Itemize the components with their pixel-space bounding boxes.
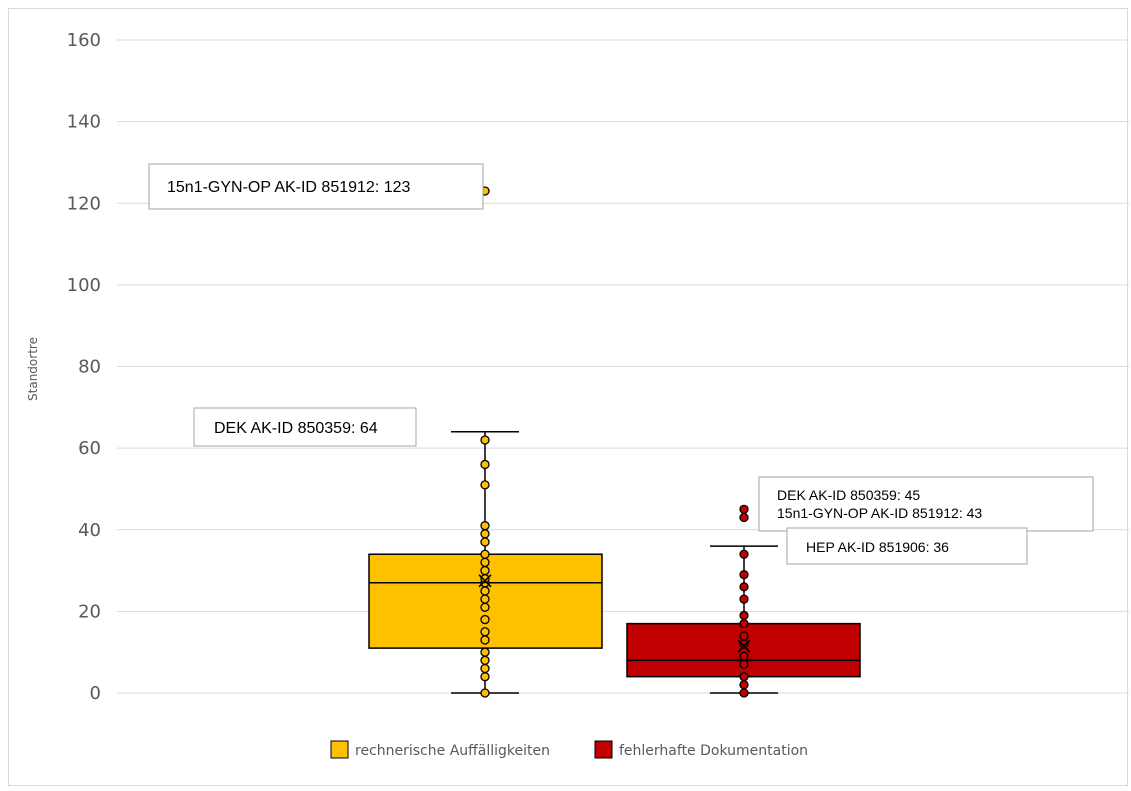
data-point	[480, 663, 490, 674]
callout-box	[193, 407, 417, 447]
y-tick-label: 140	[67, 112, 101, 133]
y-tick-label: 120	[67, 193, 101, 214]
callout: 15n1-GYN-OP AK-ID 851912: 123	[148, 163, 484, 210]
mean-marker	[737, 639, 751, 653]
callouts: 15n1-GYN-OP AK-ID 851912: 123 DEK AK-ID 8…	[148, 163, 1094, 565]
data-point	[480, 557, 490, 568]
legend-item-0: rechnerische Auffälligkeiten	[330, 740, 550, 759]
data-point	[480, 627, 490, 637]
data-point	[480, 459, 490, 470]
callout-label: 15n1-GYN-OP AK-ID 851912: 123	[167, 179, 411, 196]
data-point	[480, 655, 490, 665]
data-point	[480, 435, 490, 445]
data-point	[739, 569, 749, 580]
data-point	[480, 594, 490, 604]
data-point	[739, 594, 749, 604]
callout-label: DEK AK-ID 850359: 45	[777, 487, 920, 503]
gridlines	[117, 39, 1129, 694]
data-point	[739, 618, 749, 629]
data-point	[480, 521, 490, 531]
data-point	[480, 672, 490, 682]
data-point	[739, 631, 749, 641]
legend-label: rechnerische Auffälligkeiten	[355, 743, 550, 759]
data-point	[739, 610, 749, 621]
mean-marker	[478, 574, 492, 588]
chart-frame: 0 20 40 60 80 100 120 140 160 Standortre 15n1-GY…	[8, 8, 1129, 786]
data-point	[739, 672, 749, 682]
data-point	[480, 602, 490, 612]
data-point	[480, 688, 490, 698]
y-tick-label: 100	[67, 275, 101, 296]
data-point	[480, 635, 490, 645]
data-point	[480, 586, 490, 596]
data-point	[480, 549, 490, 559]
data-point	[480, 529, 490, 539]
callout-label: 15n1-GYN-OP AK-ID 851912: 43	[777, 505, 982, 521]
legend: rechnerische Auffälligkeiten fehlerhafte …	[330, 740, 808, 759]
box-plot-chart: 0 20 40 60 80 100 120 140 160 Standortre 15n1-GY…	[26, 30, 1129, 759]
y-tick-label: 160	[67, 30, 101, 51]
callout: HEP AK-ID 851906: 36	[786, 527, 1028, 565]
y-axis-title: Standortre	[26, 337, 40, 401]
y-tick-label: 0	[90, 683, 101, 704]
data-point	[739, 659, 749, 670]
data-point	[480, 647, 490, 657]
callout-label: DEK AK-ID 850359: 64	[214, 420, 378, 437]
data-point	[480, 537, 490, 547]
y-tick-label: 40	[78, 520, 101, 541]
y-tick-label: 20	[78, 601, 101, 622]
data-point	[480, 480, 490, 490]
legend-swatch	[594, 740, 613, 759]
data-point	[739, 512, 749, 523]
data-point	[739, 504, 749, 514]
data-point	[739, 549, 749, 559]
box-series-1	[626, 504, 861, 698]
legend-label: fehlerhafte Dokumentation	[619, 743, 808, 759]
box-series	[368, 186, 861, 698]
callout-box	[148, 163, 484, 210]
legend-item-1: fehlerhafte Dokumentation	[594, 740, 808, 759]
data-point	[480, 565, 490, 576]
callout: DEK AK-ID 850359: 45 15n1-GYN-OP AK-ID 85…	[758, 476, 1094, 532]
callout-box	[758, 476, 1094, 532]
y-axis-ticks: 0 20 40 60 80 100 120 140 160	[67, 30, 101, 704]
callout-box	[786, 527, 1028, 565]
callout: DEK AK-ID 850359: 64	[193, 407, 417, 447]
y-tick-label: 80	[78, 357, 101, 378]
callout-label: HEP AK-ID 851906: 36	[806, 539, 949, 555]
y-tick-label: 60	[78, 438, 101, 459]
data-point	[739, 582, 749, 592]
data-point	[739, 651, 749, 661]
legend-swatch	[330, 740, 349, 759]
data-point	[739, 688, 749, 698]
data-point	[480, 614, 490, 625]
data-point	[739, 680, 749, 690]
box-series-0	[368, 186, 603, 698]
